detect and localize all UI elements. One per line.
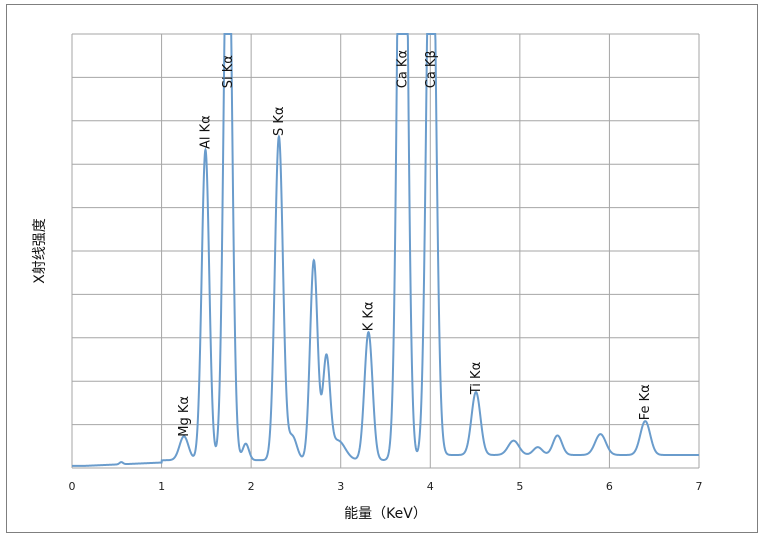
x-tick-label: 1	[158, 480, 165, 493]
x-tick-label: 4	[427, 480, 434, 493]
x-tick-label: 0	[69, 480, 76, 493]
peak-labels: Mg Kα Al Kα Si Kα S Kα K Kα Ca Kα Ca Kβ Ti Kα Fe…	[177, 50, 653, 437]
peak-label: S Kα	[272, 107, 287, 136]
peak-label: Ca Kα	[396, 50, 411, 88]
peak-label: Si Kα	[221, 55, 236, 88]
y-axis-title: X射线强度	[32, 218, 48, 284]
x-tick-labels: 0 1 2 3 4 5 6 7	[69, 480, 703, 493]
spectrum-line	[72, 33, 699, 467]
x-tick-label: 5	[516, 480, 523, 493]
gridlines	[71, 33, 700, 469]
x-tick-label: 6	[606, 480, 613, 493]
peak-label: Ca Kβ	[424, 50, 439, 88]
peak-label: Fe Kα	[638, 384, 653, 420]
chart-frame	[6, 4, 758, 533]
peak-label: Ti Kα	[469, 362, 484, 395]
x-tick-label: 7	[696, 480, 703, 493]
x-tick-label: 3	[337, 480, 344, 493]
peak-label: K Kα	[361, 302, 376, 332]
x-axis-title: 能量（KeV）	[344, 506, 427, 522]
peak-label: Mg Kα	[177, 396, 192, 437]
x-tick-label: 2	[248, 480, 255, 493]
peak-label: Al Kα	[198, 115, 213, 149]
